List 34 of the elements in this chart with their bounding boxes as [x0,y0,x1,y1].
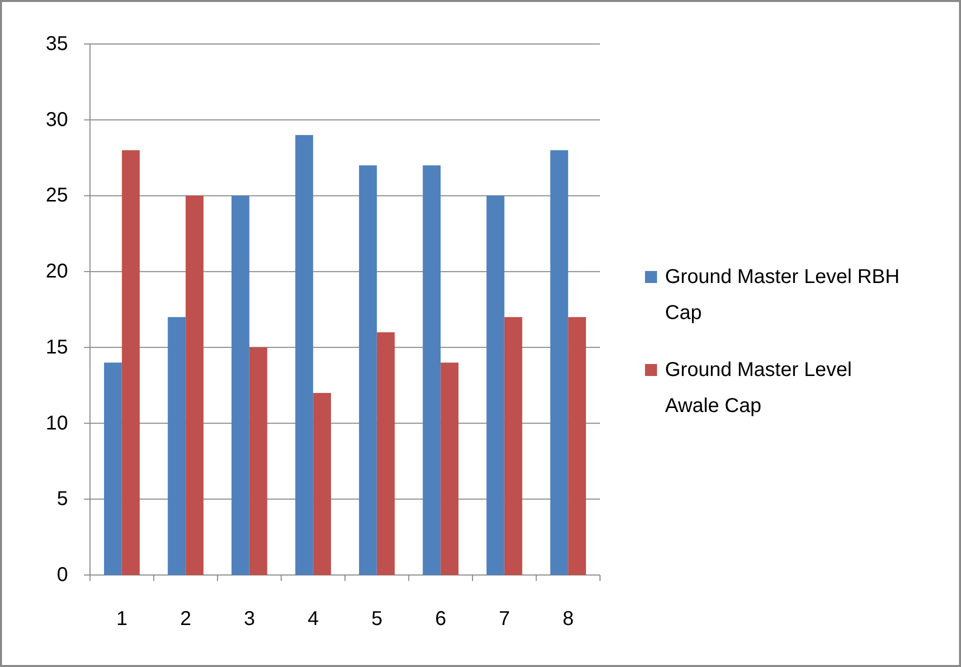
y-tick-label: 30 [46,108,68,131]
legend-label: Ground Master Level Awale Cap [665,359,852,417]
bar [550,150,568,575]
y-tick-label: 0 [56,564,68,586]
y-tick-label: 15 [46,336,68,358]
y-tick-label: 5 [56,488,68,510]
bar [486,196,504,575]
x-tick-label: 4 [308,608,319,630]
bar [295,135,314,575]
bar [249,347,268,575]
y-tick-label: 25 [46,184,68,207]
legend-label: Ground Master Level RBH Cap [665,266,900,324]
y-tick-label: 10 [46,412,68,434]
bar [104,362,122,575]
x-tick-label: 6 [435,608,446,630]
bar [186,196,204,575]
x-tick-label: 8 [562,608,574,630]
bar [122,150,140,575]
bar [422,165,441,575]
x-tick-label: 5 [371,608,382,630]
bar [440,362,458,575]
x-tick-label: 2 [180,608,192,630]
bar [232,196,250,575]
x-tick-label: 3 [244,608,255,630]
bar [376,332,395,575]
bar [313,392,331,575]
bar [359,165,377,575]
bar [168,317,186,575]
y-tick-label: 20 [46,260,68,283]
x-tick-label: 7 [498,608,510,630]
y-tick-label: 35 [46,33,68,55]
x-tick-label: 1 [116,608,128,630]
bar [504,317,522,575]
bar [568,317,586,575]
